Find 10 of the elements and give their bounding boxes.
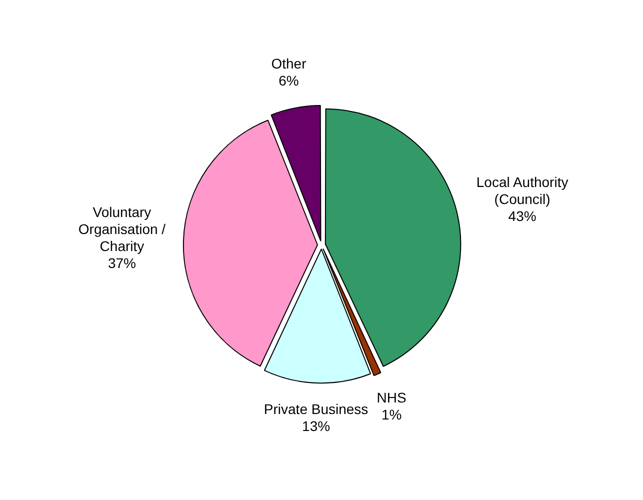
slice-label: NHS <box>376 389 406 406</box>
data-label: 13% <box>302 418 330 434</box>
slice-label: Voluntary Organisation / Charity <box>78 204 166 254</box>
slice-label: Local Authority (Council) <box>476 174 568 207</box>
data-label: 6% <box>278 72 299 88</box>
slice-label: Other <box>271 55 307 72</box>
data-label: 1% <box>381 406 402 422</box>
data-label: 37% <box>108 255 136 272</box>
slice-label: Private Business <box>264 400 368 417</box>
data-label: 43% <box>508 208 536 224</box>
